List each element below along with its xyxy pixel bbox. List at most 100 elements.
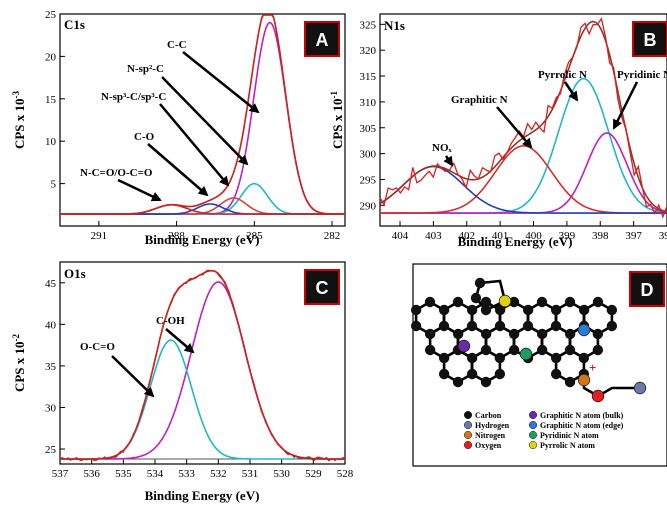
legend-swatch [528, 440, 538, 450]
legend-swatch [528, 430, 538, 440]
carbon-atom [536, 296, 548, 308]
ann-ncoo-arrow [117, 178, 162, 202]
ann-coh-arrow [165, 328, 195, 354]
panel-c-ticks: 537 536 535 534 533 532 531 530 529 528 25 30 35 40 45 [45, 278, 354, 480]
legend-swatch [463, 410, 473, 420]
x-tick-label: 404 [392, 230, 409, 242]
y-tick-label: 320 [360, 45, 377, 57]
fit-envelope [60, 269, 345, 460]
carbon-atom [438, 304, 450, 316]
panel-a-ylabel-text: CPS x 10 [12, 98, 27, 149]
x-tick-label: 285 [246, 230, 263, 242]
ann-pyrrolic: Pyrrolic N [538, 69, 587, 81]
carbon-atom [480, 344, 492, 356]
y-tick-label: 315 [360, 71, 377, 83]
ann-c-c: C-C [167, 39, 187, 51]
x-tick-label: 531 [242, 468, 259, 480]
panel-b-badge-letter: B [644, 30, 657, 50]
pyrrolic-n-atom [498, 294, 512, 308]
ann-nox-arrow [443, 155, 454, 167]
component-o-c-o [60, 339, 345, 460]
y-tick-label: 325 [360, 19, 377, 31]
carbon-atom [466, 320, 478, 332]
carbon-atom [480, 304, 492, 316]
panel-b-ticks: 404 403 402 401 400 399 398 397 396 290 295 300 305 3… [360, 19, 667, 242]
ann-coh: C-OH [156, 315, 185, 327]
x-tick-label: 530 [273, 468, 290, 480]
y-tick-label: 30 [45, 402, 57, 414]
oxygen-atom [591, 389, 605, 403]
carbon-atom [606, 320, 618, 332]
carbon-atom [474, 277, 486, 289]
carbon-atom [550, 352, 562, 364]
ann-n-sp2: N-sp²-C [127, 63, 164, 75]
panel-c-title: O1s [64, 266, 86, 281]
ann-oco: O-C=O [80, 341, 115, 353]
panel-b-badge [632, 21, 667, 57]
carbon-atom [452, 328, 464, 340]
legend-swatch [528, 420, 538, 430]
carbon-atom [550, 368, 562, 380]
ann-pyridinic: Pyridinic N [617, 69, 667, 81]
ann-c-o-arrow [147, 143, 209, 197]
carbon-atom [592, 296, 604, 308]
y-tick-label: 40 [45, 319, 57, 331]
panel-a-curves [60, 14, 345, 215]
x-tick-label: 536 [83, 468, 100, 480]
carbon-atom [452, 376, 464, 388]
ann-oco-arrow [111, 355, 155, 398]
y-tick-label: 15 [45, 94, 57, 106]
carbon-atom [466, 352, 478, 364]
carbon-atom [564, 328, 576, 340]
ann-n-sp3-arrow [159, 103, 230, 187]
x-tick-label: 399 [559, 230, 576, 242]
carbon-atom [410, 320, 422, 332]
panel-c: O1s 537 536 535 534 533 532 531 530 529 528 25 30 35… [11, 261, 354, 503]
y-tick-label: 5 [51, 179, 57, 191]
legend-label: Nitrogen [475, 431, 506, 440]
panel-b: N1s 404 403 402 401 400 399 398 397 396 290 295 300… [329, 13, 667, 249]
ann-pyrrolic-arrow [563, 81, 579, 102]
panel-a-badge-letter: A [316, 30, 329, 50]
legend-label: Pyrrolic N atom [540, 441, 595, 450]
carbon-atom [508, 328, 520, 340]
carbon-atom [606, 304, 618, 316]
x-tick-label: 533 [178, 468, 195, 480]
carbon-atom [424, 344, 436, 356]
legend-label: Graphitic N atom (edge) [540, 421, 624, 430]
legend-label: Pyridinic N atom [540, 431, 599, 440]
legend-swatch [463, 440, 473, 450]
x-tick-label: 529 [305, 468, 322, 480]
legend-swatch [528, 410, 538, 420]
carbon-atom [494, 368, 506, 380]
y-tick-label: 295 [360, 174, 377, 186]
carbon-atom [522, 320, 534, 332]
panel-a-badge [304, 21, 340, 57]
pyridinic-n-atom [519, 347, 533, 361]
x-tick-label: 291 [91, 230, 108, 242]
x-tick-label: 398 [592, 230, 609, 242]
panel-a-ylabel: CPS x 10-3 [11, 90, 27, 149]
carbon-atom [438, 352, 450, 364]
panel-c-curves [59, 269, 346, 462]
nitrogen-atom [577, 373, 591, 387]
carbon-atom [494, 320, 506, 332]
panel-c-ylabel-text: CPS x 10 [12, 341, 27, 392]
carbon-atom [480, 376, 492, 388]
carbon-atom [424, 296, 436, 308]
legend-swatch [463, 420, 473, 430]
x-tick-label: 402 [459, 230, 476, 242]
carbon-atom [466, 368, 478, 380]
panel-a: C1s 291 288 285 282 5 10 15 20 25 Binding Energy… [11, 9, 346, 247]
x-tick-label: 401 [492, 230, 509, 242]
panel-b-xlabel: Binding Energy (eV) [458, 234, 573, 249]
panel-a-ylabel-exp: -3 [11, 90, 21, 98]
x-tick-label: 528 [337, 468, 354, 480]
carbon-atom [592, 328, 604, 340]
ann-ncoo: N-C=O/O-C=O [80, 167, 153, 179]
x-tick-label: 396 [659, 230, 667, 242]
fit-envelope [379, 20, 667, 213]
ann-c-c-arrow [182, 51, 260, 114]
legend-label: Carbon [475, 411, 502, 420]
